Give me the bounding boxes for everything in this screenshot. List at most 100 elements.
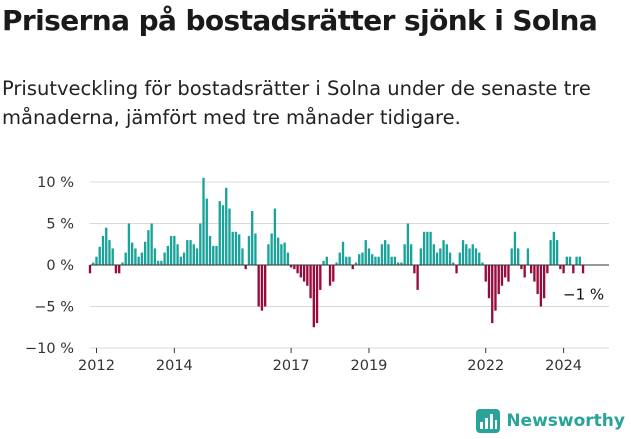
bar <box>186 240 189 265</box>
y-tick-label: 5 % <box>46 217 74 233</box>
bar <box>520 265 523 270</box>
bar <box>306 265 309 286</box>
bar <box>234 231 238 265</box>
bar <box>95 256 98 265</box>
bar <box>471 244 474 265</box>
bar <box>565 256 568 265</box>
y-tick-label: 10 % <box>37 175 74 191</box>
bar <box>546 265 549 274</box>
bar <box>92 262 95 265</box>
bar <box>458 252 461 265</box>
bar <box>559 265 562 270</box>
bar <box>267 244 270 265</box>
bar <box>539 265 543 307</box>
bar <box>406 223 410 265</box>
bar <box>419 248 423 265</box>
bar <box>578 256 581 265</box>
x-tick-label: 2012 <box>78 358 115 374</box>
bar <box>581 265 585 274</box>
bar <box>254 233 257 265</box>
gridlines <box>90 181 609 349</box>
bar <box>247 235 251 265</box>
bar <box>478 252 481 265</box>
bar <box>526 248 530 265</box>
bar <box>529 265 533 274</box>
bar <box>101 235 105 265</box>
bar <box>409 244 413 265</box>
bar <box>354 262 358 265</box>
bar <box>555 240 559 265</box>
bar <box>474 248 478 265</box>
bar <box>143 241 147 265</box>
bar <box>302 265 306 282</box>
bar <box>124 252 127 265</box>
bar <box>208 235 212 265</box>
bar <box>494 265 497 311</box>
bar <box>358 254 361 265</box>
bar <box>442 240 445 265</box>
bar <box>105 227 108 265</box>
bar <box>111 248 114 265</box>
bar <box>215 245 218 265</box>
bar <box>568 256 572 265</box>
bar <box>238 234 241 265</box>
last-value-label: −1 % <box>563 285 604 303</box>
chart-subtitle: Prisutveckling för bostadsrätter i Solna… <box>2 77 591 129</box>
bar <box>199 223 202 265</box>
bar <box>276 237 280 265</box>
bar <box>435 252 439 265</box>
bar <box>325 256 328 265</box>
bar <box>380 244 384 265</box>
bar <box>562 265 565 274</box>
brand-name: Newsworthy <box>506 411 625 431</box>
bar <box>137 256 140 265</box>
bar <box>533 265 536 282</box>
bar <box>270 233 273 265</box>
bar <box>390 256 393 265</box>
bar <box>517 248 520 265</box>
x-axis: 2012 2014 2017 2019 2022 2024 <box>78 348 582 374</box>
bar <box>319 265 322 290</box>
bar <box>88 265 92 274</box>
bar <box>510 248 513 265</box>
bar <box>396 262 400 265</box>
bar <box>348 256 351 265</box>
bar <box>452 262 455 265</box>
bar <box>166 245 170 265</box>
bar <box>455 265 458 274</box>
bar <box>367 248 371 265</box>
bar <box>312 265 315 328</box>
y-axis-labels: 10 % 5 % 0 % −5 % −10 % <box>25 175 74 357</box>
bar <box>371 254 374 265</box>
bar <box>228 208 231 265</box>
bar <box>280 244 283 265</box>
bar <box>497 265 500 295</box>
bar <box>150 223 153 265</box>
bar <box>299 265 303 278</box>
bar <box>263 265 267 307</box>
bar <box>212 245 215 265</box>
bar <box>432 244 436 265</box>
chart-title: Priserna på bostadsrätter sjönk i Solna <box>2 4 598 37</box>
bar <box>400 262 403 265</box>
bar <box>315 265 319 324</box>
bar <box>289 265 293 268</box>
bar <box>468 248 471 265</box>
bar-chart: 10 % 5 % 0 % −5 % −10 % 2012 2014 2017 2019 2022… <box>25 175 609 374</box>
bar <box>195 248 199 265</box>
bar <box>536 265 539 295</box>
bar <box>341 241 345 265</box>
bar <box>286 252 290 265</box>
newsworthy-logo[interactable]: Newsworthy <box>476 409 625 433</box>
bar <box>322 260 325 265</box>
bar <box>448 252 452 265</box>
bar <box>552 231 556 265</box>
bar <box>507 265 510 282</box>
bar <box>500 265 504 286</box>
bar <box>225 187 228 265</box>
bar <box>260 265 264 311</box>
bar <box>189 240 192 265</box>
bar <box>251 211 254 265</box>
bar <box>131 242 134 265</box>
y-tick-label: −10 % <box>25 341 74 357</box>
